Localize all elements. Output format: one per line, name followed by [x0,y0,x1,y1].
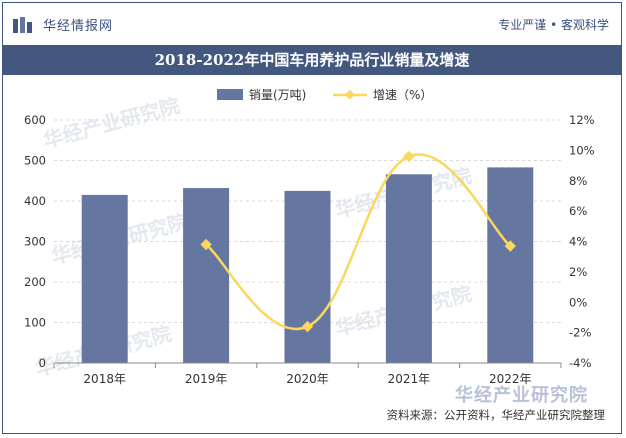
y-right-tick-label: 6% [569,204,587,218]
bar [385,174,432,363]
y-left-tick-label: 600 [24,113,46,127]
y-left-tick-label: 300 [24,235,46,249]
bar [183,188,230,363]
source-note: 资料来源：公开资料，华经产业研究院整理 [386,408,606,422]
legend-line-marker [344,89,355,100]
legend-line-label: 增速（%） [373,88,432,102]
x-tick-label: 2021年 [388,372,431,386]
y-left-tick-label: 500 [24,154,46,168]
y-right-tick-label: 2% [569,265,587,279]
header-bar: 华经情报网 专业严谨 • 客观科学 [3,3,621,43]
growth-marker [200,238,212,251]
y-left-tick-label: 0 [39,356,46,370]
legend-bar-label: 销量(万吨) [249,88,306,102]
chart-area: 0 100 200 300 400 500 600 -4% -2% 0% 2% 4% 6% 8% 10% 12… [24,88,595,386]
x-tick-label: 2020年 [286,372,329,386]
y-right-tick-label: 0% [569,295,587,309]
y-right-tick-label: 4% [569,235,587,249]
x-tick-label: 2018年 [83,372,126,386]
watermark-corner: 华经产业研究院 [455,385,588,406]
bar [81,194,128,363]
y-right-tick-label: 10% [569,143,595,157]
y-right-tick-label: -4% [569,356,591,370]
bar [284,190,331,363]
growth-line [205,153,512,331]
y-left-tick-label: 100 [24,316,46,330]
y-left-tick-label: 400 [24,194,46,208]
y-right-tick-label: -2% [569,326,591,340]
y-left-tick-label: 200 [24,275,46,289]
logo-icon [13,17,32,33]
y-right-tick-label: 12% [569,113,595,127]
growth-marker [403,150,415,163]
x-tick-label: 2022年 [489,372,532,386]
chart-title: 2018-2022年中国车用养护品行业销量及增速 [3,45,621,75]
growth-marker [504,240,516,252]
logo-text: 华经情报网 [43,19,114,34]
y-right-tick-label: 8% [569,174,587,188]
bar [487,167,534,363]
growth-marker [301,320,314,333]
legend-bar-swatch [217,89,243,100]
chart-frame: 华经情报网 专业严谨 • 客观科学 2018-2022年中国车用养护品行业销量及… [2,2,622,434]
tagline: 专业严谨 • 客观科学 [498,18,609,32]
x-tick-label: 2019年 [185,372,228,386]
